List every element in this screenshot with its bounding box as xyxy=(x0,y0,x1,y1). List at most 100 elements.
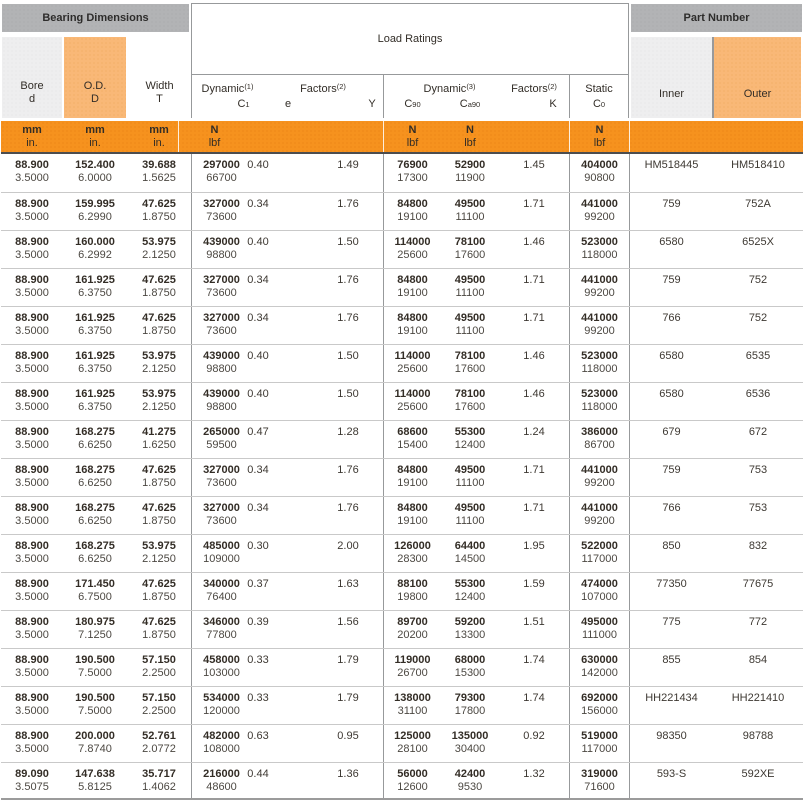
od-cell: 200.000 7.8740 xyxy=(75,730,115,755)
inner-part-cell: 775 xyxy=(629,611,713,648)
ca90-cell: 135000 30400 xyxy=(451,730,489,755)
outer-part-cell: 752 xyxy=(748,312,768,324)
k-cell: 1.95 xyxy=(523,540,545,552)
table-row: 88.900 3.5000 168.275 6.6250 47.625 1.8750 … xyxy=(1,458,803,496)
bore-cell: 88.900 3.5000 xyxy=(15,578,49,603)
od-label: O.D. xyxy=(83,80,107,92)
unit-cell-e xyxy=(263,121,313,152)
width-cell: 53.975 2.1250 xyxy=(142,540,176,565)
outer-part-cell: HH221410 xyxy=(731,692,785,704)
y-cell: 1.63 xyxy=(337,578,359,590)
e-cell: 0.34 xyxy=(247,464,269,476)
c1-cell: 485000 109000 xyxy=(191,535,263,572)
bore-cell: 88.900 3.5000 xyxy=(15,426,49,451)
c0-cell: 523000 118000 xyxy=(569,231,629,268)
od-cell: 161.925 6.3750 xyxy=(75,312,115,337)
e-cell: 0.34 xyxy=(247,274,269,286)
k-cell: 1.24 xyxy=(523,426,545,438)
width-cell: 47.625 1.8750 xyxy=(142,578,176,603)
od-cell: 168.275 6.6250 xyxy=(75,502,115,527)
ca90-cell: 49500 11100 xyxy=(454,502,486,527)
table-row: 88.900 3.5000 180.975 7.1250 47.625 1.8750 … xyxy=(1,610,803,648)
k-cell: 1.71 xyxy=(523,312,545,324)
inner-part-cell: 6580 xyxy=(629,345,713,382)
c1-cell: 439000 98800 xyxy=(191,383,263,420)
table-row: 88.900 3.5000 161.925 6.3750 47.625 1.8750 … xyxy=(1,306,803,344)
bore-cell: 88.900 3.5000 xyxy=(15,540,49,565)
width-cell: 53.975 2.1250 xyxy=(142,236,176,261)
col-header-c90: C 90 xyxy=(383,96,441,118)
inner-part-cell: 766 xyxy=(629,497,713,534)
col-header-y: Y xyxy=(368,98,376,110)
inner-part-cell: 759 xyxy=(629,193,713,230)
part-number-column-headers: Inner Outer xyxy=(629,37,803,118)
outer-part-cell: 98788 xyxy=(742,730,774,742)
c90-cell: 114000 25600 xyxy=(383,383,441,420)
inner-part-cell: 6580 xyxy=(629,231,713,268)
bore-cell: 88.900 3.5000 xyxy=(15,654,49,679)
y-cell: 1.50 xyxy=(337,236,359,248)
e-cell: 0.30 xyxy=(247,540,269,552)
col-header-static: Static xyxy=(569,75,628,96)
y-cell: 1.56 xyxy=(337,616,359,628)
od-cell: 159.995 6.2990 xyxy=(75,198,115,223)
k-cell: 1.71 xyxy=(523,198,545,210)
y-cell: 1.79 xyxy=(337,654,359,666)
y-cell: 1.76 xyxy=(337,274,359,286)
col-header-od: O.D. D xyxy=(64,37,126,118)
c0-cell: 522000 117000 xyxy=(569,535,629,572)
table-row: 88.900 3.5000 168.275 6.6250 47.625 1.8750 … xyxy=(1,496,803,534)
c0-cell: 386000 86700 xyxy=(569,421,629,458)
bore-cell: 88.900 3.5000 xyxy=(15,388,49,413)
k-cell: 1.74 xyxy=(523,654,545,666)
outer-part-cell: 6536 xyxy=(745,388,771,400)
y-cell: 1.50 xyxy=(337,350,359,362)
unit-cell-y xyxy=(313,121,383,152)
width-cell: 47.625 1.8750 xyxy=(142,198,176,223)
ca90-cell: 42400 9530 xyxy=(454,768,486,793)
od-cell: 190.500 7.5000 xyxy=(75,654,115,679)
inner-part-cell: 855 xyxy=(629,649,713,686)
od-cell: 171.450 6.7500 xyxy=(75,578,115,603)
width-cell: 57.150 2.2500 xyxy=(142,654,176,679)
bearing-dimensions-section: Bearing Dimensions Bore d O.D. D Width T xyxy=(1,0,191,118)
table-row: 89.090 3.5075 147.638 5.8125 35.717 1.4062 … xyxy=(1,762,803,800)
c90-cell: 89700 20200 xyxy=(383,611,441,648)
unit-cell-width: mm in. xyxy=(149,123,169,149)
e-cell: 0.33 xyxy=(247,654,269,666)
od-cell: 161.925 6.3750 xyxy=(75,274,115,299)
c1-cell: 439000 98800 xyxy=(191,345,263,382)
k-cell: 1.46 xyxy=(523,236,545,248)
od-cell: 160.000 6.2992 xyxy=(75,236,115,261)
bore-cell: 88.900 3.5000 xyxy=(15,730,49,755)
inner-part-cell: 6580 xyxy=(629,383,713,420)
e-cell: 0.37 xyxy=(247,578,269,590)
dynamic3-footnote: (3) xyxy=(466,82,476,91)
c0-cell: 519000 117000 xyxy=(569,725,629,762)
c90-cell: 56000 12600 xyxy=(383,763,441,798)
ca90-cell: 78100 17600 xyxy=(454,236,486,261)
ca90-cell: 49500 11100 xyxy=(454,274,486,299)
c1-cell: 340000 76400 xyxy=(191,573,263,610)
part-number-title: Part Number xyxy=(631,4,802,32)
inner-part-cell: HM518445 xyxy=(629,154,713,192)
table-row: 88.900 3.5000 171.450 6.7500 47.625 1.8750 … xyxy=(1,572,803,610)
c0-cell: 319000 71600 xyxy=(569,763,629,798)
width-symbol: T xyxy=(156,93,163,105)
unit-cell-outer xyxy=(713,121,803,152)
outer-part-cell: 672 xyxy=(748,426,768,438)
e-cell: 0.40 xyxy=(247,159,269,171)
c1-cell: 327000 73600 xyxy=(191,459,263,496)
width-cell: 35.717 1.4062 xyxy=(142,768,176,793)
bore-cell: 88.900 3.5000 xyxy=(15,198,49,223)
dynamic1-footnote: (1) xyxy=(244,82,254,91)
c90-cell: 84800 19100 xyxy=(383,269,441,306)
od-cell: 168.275 6.6250 xyxy=(75,464,115,489)
e-cell: 0.34 xyxy=(247,312,269,324)
c0-cell: 441000 99200 xyxy=(569,193,629,230)
